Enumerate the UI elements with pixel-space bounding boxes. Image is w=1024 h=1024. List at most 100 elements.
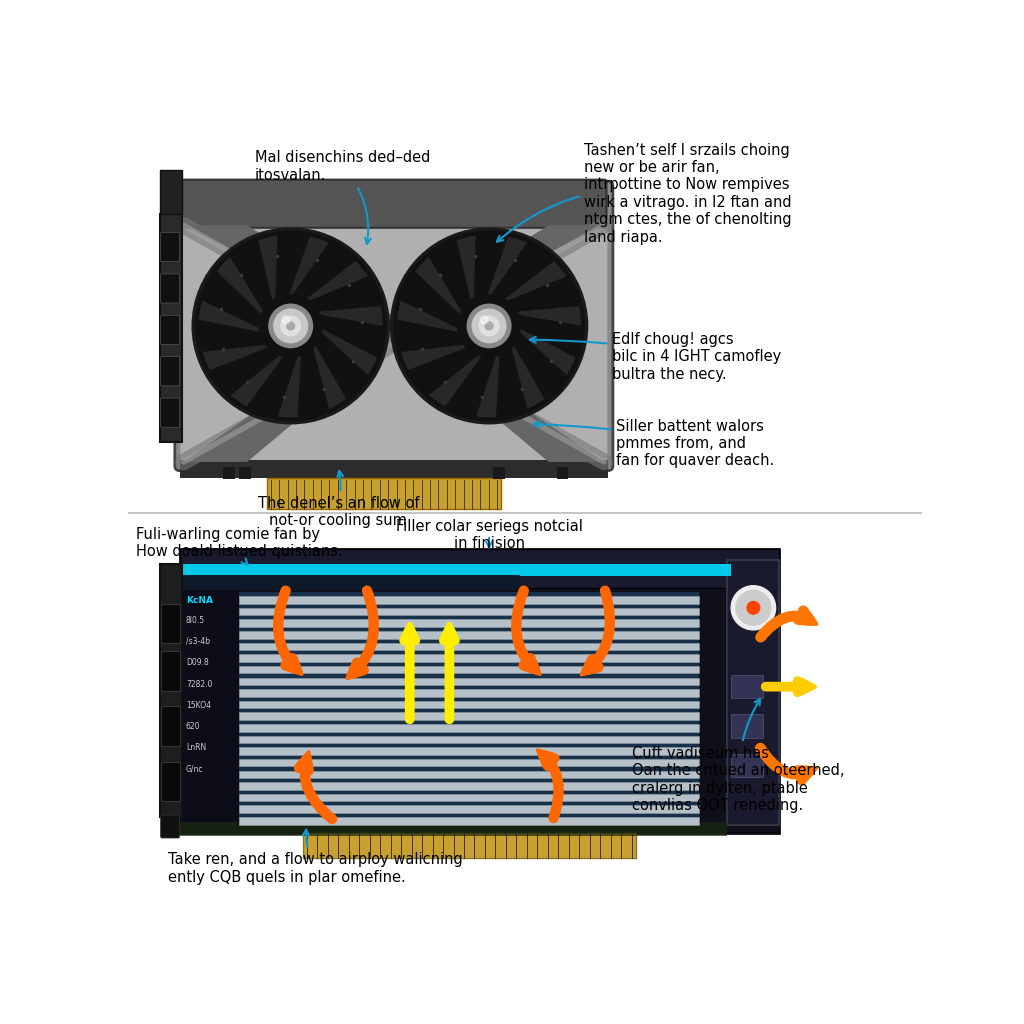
FancyBboxPatch shape (161, 815, 179, 838)
Polygon shape (202, 345, 268, 371)
Bar (303, 833, 636, 858)
Bar (240, 596, 699, 604)
Polygon shape (183, 225, 410, 462)
Circle shape (390, 227, 588, 425)
Bar (179, 461, 608, 477)
Bar (494, 467, 505, 479)
Polygon shape (258, 236, 278, 300)
Bar (240, 735, 699, 743)
Circle shape (191, 227, 390, 425)
Bar (240, 643, 699, 650)
Polygon shape (505, 261, 566, 301)
Text: 620: 620 (186, 722, 201, 731)
Polygon shape (415, 257, 462, 314)
Bar (240, 759, 699, 767)
Polygon shape (216, 257, 263, 314)
Circle shape (273, 309, 307, 343)
Bar (179, 822, 727, 837)
Bar (731, 754, 763, 777)
Circle shape (467, 304, 511, 347)
FancyBboxPatch shape (161, 232, 179, 262)
Bar (240, 678, 699, 685)
Polygon shape (487, 237, 527, 295)
Bar (240, 666, 699, 674)
Bar (179, 584, 240, 833)
Text: D09.8: D09.8 (186, 658, 209, 668)
Bar (240, 724, 699, 731)
Bar (240, 806, 699, 813)
Circle shape (269, 304, 312, 347)
Bar (240, 770, 699, 778)
Bar (240, 748, 699, 755)
Polygon shape (289, 237, 329, 295)
FancyBboxPatch shape (181, 179, 606, 227)
FancyBboxPatch shape (180, 183, 607, 465)
Polygon shape (517, 306, 582, 326)
Bar (731, 675, 763, 698)
Polygon shape (476, 355, 500, 418)
FancyBboxPatch shape (160, 214, 182, 442)
Bar (240, 592, 699, 824)
Bar (240, 654, 699, 662)
Circle shape (196, 231, 386, 421)
Bar (240, 782, 699, 790)
Text: KcNA: KcNA (186, 596, 213, 605)
Polygon shape (313, 345, 346, 410)
Polygon shape (457, 236, 476, 300)
Text: 7282.0: 7282.0 (186, 680, 212, 688)
FancyBboxPatch shape (175, 181, 613, 471)
Polygon shape (230, 355, 284, 407)
Bar (162, 762, 179, 801)
Text: Filler colar seriegs notcial
in finision: Filler colar seriegs notcial in finision (395, 519, 583, 551)
Bar (240, 794, 699, 802)
Text: G/nc: G/nc (186, 765, 204, 774)
Bar (240, 700, 699, 709)
Polygon shape (511, 345, 545, 410)
Bar (240, 689, 699, 696)
Bar (267, 477, 501, 509)
Text: Cuft vadiseum has
Oan the cntued an oteerhed,
cralerg in dylten, ptable
convlias: Cuft vadiseum has Oan the cntued an otee… (632, 698, 845, 813)
Bar (183, 182, 604, 221)
Text: Edlf choug! agcs
bilc in 4 IGHT camofley
bultra the necy.: Edlf choug! agcs bilc in 4 IGHT camofley… (529, 332, 781, 382)
Polygon shape (318, 306, 383, 326)
Polygon shape (397, 300, 458, 332)
Bar (223, 467, 236, 479)
Circle shape (394, 231, 585, 421)
Text: 8l0.5: 8l0.5 (186, 615, 205, 625)
FancyBboxPatch shape (160, 564, 182, 817)
Circle shape (748, 601, 760, 614)
Text: 15KO4: 15KO4 (186, 700, 211, 710)
Circle shape (731, 586, 775, 630)
FancyBboxPatch shape (161, 315, 179, 344)
Bar (162, 604, 179, 643)
Text: The denel’s an flow of
not-or cooling sum: The denel’s an flow of not-or cooling su… (258, 471, 419, 528)
Circle shape (480, 316, 488, 324)
Circle shape (282, 316, 290, 324)
Bar (240, 467, 251, 479)
Bar (727, 560, 779, 824)
Bar (162, 651, 179, 690)
Circle shape (281, 316, 301, 336)
Bar (179, 549, 779, 588)
FancyBboxPatch shape (161, 356, 179, 386)
Circle shape (485, 322, 494, 330)
FancyBboxPatch shape (161, 398, 179, 427)
FancyBboxPatch shape (161, 273, 179, 303)
Bar (557, 467, 568, 479)
Polygon shape (278, 355, 301, 418)
Polygon shape (429, 355, 481, 407)
Bar (179, 563, 731, 577)
FancyBboxPatch shape (179, 549, 779, 833)
Circle shape (479, 316, 499, 336)
Bar (240, 620, 699, 627)
Polygon shape (400, 345, 466, 371)
Circle shape (736, 591, 771, 625)
Polygon shape (520, 329, 575, 376)
Circle shape (287, 322, 295, 330)
Bar (179, 575, 520, 590)
Text: LnRN: LnRN (186, 743, 206, 753)
Bar (240, 713, 699, 720)
Text: Tashen’t self I srzails choing
new or be arir fan,
intrpottine to Now rempives
w: Tashen’t self I srzails choing new or be… (497, 142, 792, 245)
Bar (162, 707, 179, 745)
Bar (731, 715, 763, 738)
